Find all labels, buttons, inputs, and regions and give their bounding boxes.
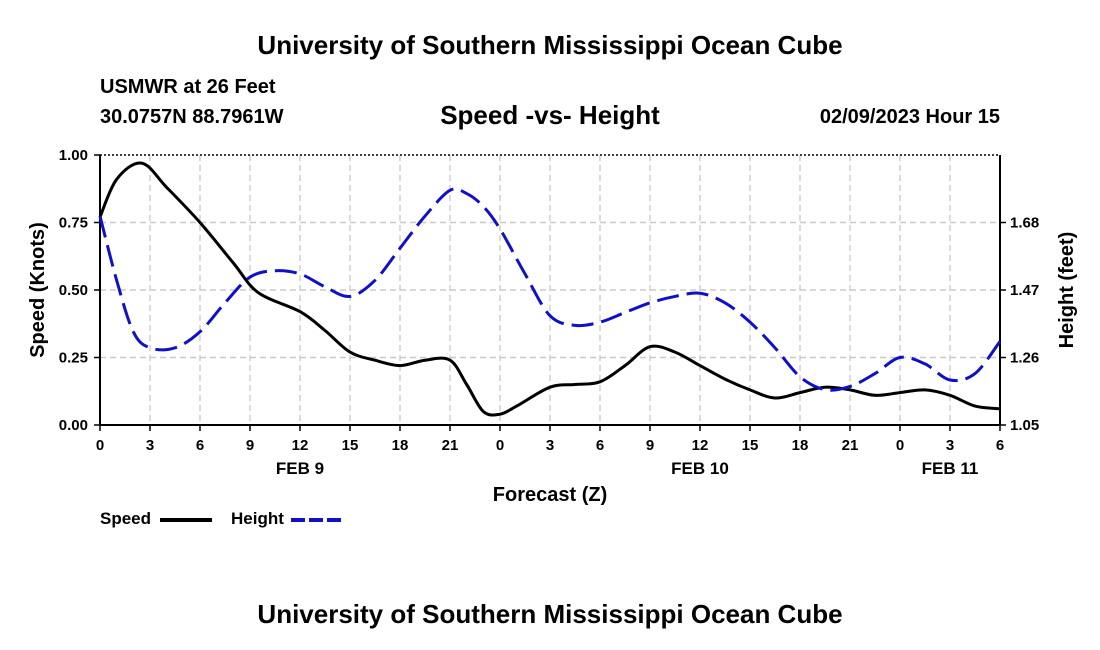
y-tick-label: 0.50: [59, 282, 88, 299]
x-tick-label: 21: [842, 437, 859, 454]
y-tick-label: 0.75: [59, 215, 88, 232]
chart-subtitle: Speed -vs- Height: [440, 100, 660, 130]
y2-tick-label: 1.47: [1010, 282, 1039, 299]
y2-tick-label: 1.26: [1010, 350, 1039, 367]
y-tick-label: 0.00: [59, 417, 88, 434]
y2-tick-label: 1.68: [1010, 215, 1039, 232]
x-tick-label: 3: [546, 437, 554, 454]
x-tick-label: 0: [496, 437, 504, 454]
legend-speed-label: Speed: [100, 509, 152, 528]
x-tick-label: 15: [342, 437, 359, 454]
station-label: USMWR at 26 Feet: [100, 76, 276, 98]
x-tick-label: 6: [596, 437, 604, 454]
series-height-line: [98, 187, 1002, 392]
x-tick-label: 9: [646, 437, 654, 454]
x-tick-label: 18: [392, 437, 409, 454]
y2-axis-title: Height (feet): [1056, 232, 1078, 349]
y-tick-label: 0.25: [59, 350, 88, 367]
forecast-datetime: 02/09/2023 Hour 15: [819, 106, 1000, 128]
x-date-label: FEB 10: [671, 459, 729, 478]
x-tick-label: 12: [692, 437, 709, 454]
footer-title: University of Southern Mississippi Ocean…: [257, 599, 843, 629]
x-date-label: FEB 9: [276, 459, 324, 478]
x-date-label: FEB 11: [922, 459, 979, 478]
x-tick-label: 0: [96, 437, 104, 454]
x-tick-label: 3: [946, 437, 954, 454]
x-tick-label: 12: [292, 437, 309, 454]
x-tick-label: 15: [742, 437, 759, 454]
series-speed-line: [98, 161, 1001, 417]
legend-height-swatch: [291, 518, 343, 522]
legend-speed-swatch: [160, 518, 212, 522]
x-tick-label: 6: [996, 437, 1004, 454]
main-title: University of Southern Mississippi Ocean…: [257, 30, 843, 60]
legend-height-label: Height: [231, 509, 284, 528]
x-tick-label: 21: [442, 437, 459, 454]
station-coordinates: 30.0757N 88.7961W: [100, 106, 284, 128]
x-tick-label: 0: [896, 437, 904, 454]
y2-tick-label: 1.05: [1010, 417, 1039, 434]
x-tick-label: 9: [246, 437, 254, 454]
y-tick-label: 1.00: [59, 147, 88, 164]
y-axis-title: Speed (Knots): [27, 222, 49, 358]
x-axis-title: Forecast (Z): [493, 484, 607, 506]
x-tick-label: 3: [146, 437, 154, 454]
x-tick-label: 18: [792, 437, 809, 454]
x-tick-label: 6: [196, 437, 204, 454]
